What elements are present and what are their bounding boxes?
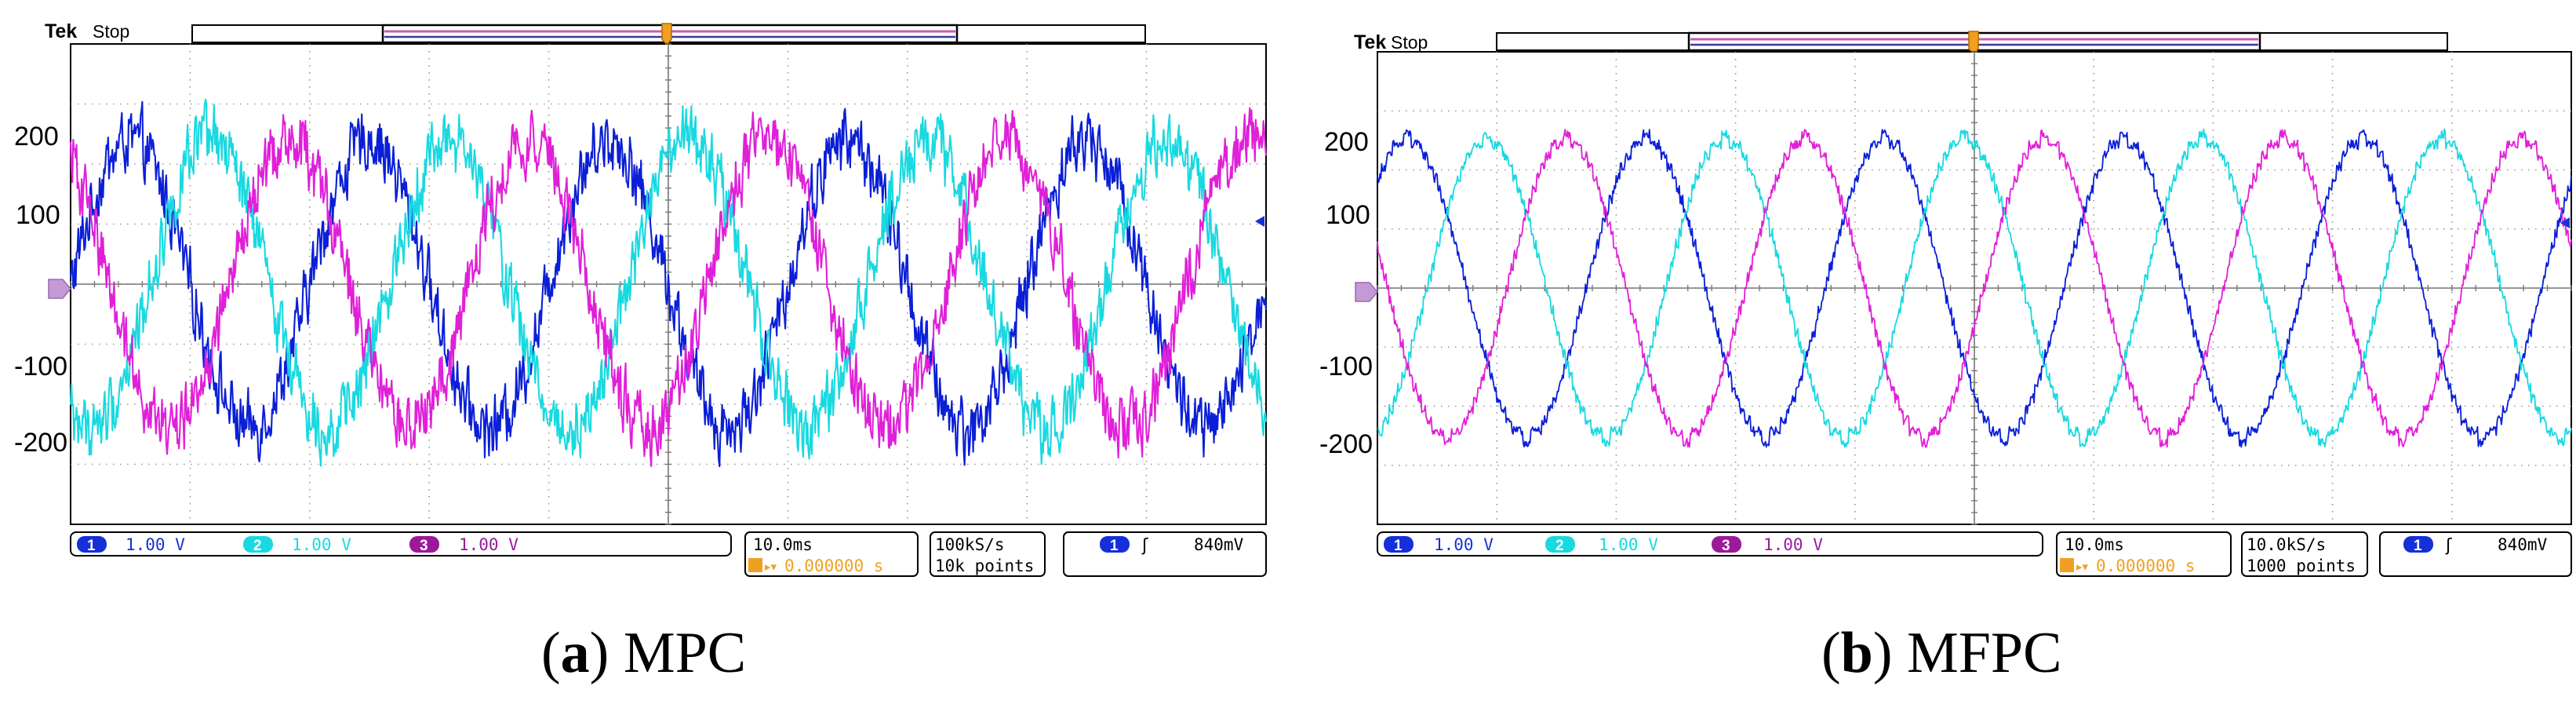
brand-label: Tek [45,20,77,42]
trigger-channel-badge [1100,536,1130,553]
acquisition-box: 100kS/s 10k points [930,531,1046,577]
waveform-display [1355,51,2572,525]
y-tick-label: -200 [1319,429,1373,459]
timebase-value: 10.0ms [2065,535,2124,554]
trigger-position-value: 0.000000 s [2096,557,2195,575]
caption-a: (a) MPC [541,621,747,685]
brand-label: Tek [1354,31,1386,53]
channel-2-scale: 1.00 V [1599,535,1658,554]
y-axis-tick-labels: 200 100 -100 -200 [1319,127,1373,459]
channel-3-scale: 1.00 V [1763,535,1823,554]
channel-3-scale: 1.00 V [459,535,518,554]
sample-rate: 10.0kS/s [2247,535,2326,554]
timebase-box: 10.0ms ▸▾ 0.000000 s [2056,531,2232,577]
channel-1-badge [1384,536,1414,553]
channel-2-badge [243,536,273,553]
waveform-channel-1 [1377,129,2572,448]
record-length: 1000 points [2247,557,2356,575]
record-overview-bar [191,23,1146,46]
y-axis-tick-labels: 200 100 -100 -200 [14,122,67,458]
trigger-level-marker [1255,216,1264,227]
y-tick-label: 200 [1324,127,1369,157]
caption-text: MPC [623,621,747,685]
waveform-channel-2 [1377,128,2572,448]
waveform-channel-2 [69,98,1268,467]
y-tick-label: 100 [1326,200,1370,230]
channel-2-badge [1545,536,1575,553]
y-tick-label: 200 [14,122,59,151]
trigger-channel-badge [2403,536,2433,553]
channel-scale-box: 1 1.00 V 2 1.00 V 3 1.00 V [70,531,732,557]
trigger-channel-number: 1 [1110,538,1119,554]
y-tick-label: -200 [14,428,67,458]
channel-2-number: 2 [253,538,262,554]
y-tick-label: -100 [1319,352,1373,381]
trigger-box: 1 ʃ 840mV [2379,531,2572,577]
timebase-value: 10.0ms [753,535,813,554]
status-label: Stop [93,21,129,42]
trigger-level: 840mV [1194,535,1244,554]
channel-2-number: 2 [1555,538,1564,554]
ground-reference-marker [1355,282,1378,302]
waveform-channel-3 [69,107,1268,468]
trigger-position-value: 0.000000 s [784,557,883,575]
record-overview-bar [1496,31,2448,57]
y-tick-label: -100 [14,352,67,381]
trigger-position-icon [2060,558,2074,572]
channel-2-scale: 1.00 V [292,535,351,554]
trigger-level-marker [2560,217,2570,228]
channel-3-badge [409,536,439,553]
acquisition-box: 10.0kS/s 1000 points [2241,531,2368,577]
waveform-channel-1 [69,100,1268,468]
trigger-channel-number: 1 [2414,538,2422,554]
ground-reference-marker [48,279,71,299]
channel-3-number: 3 [420,538,428,554]
channel-1-badge [77,536,107,553]
trigger-arrow-icon: ▸▾ [2076,560,2089,574]
timebase-box: 10.0ms ▸▾ 0.000000 s [744,531,919,577]
caption-label: a [560,621,590,685]
channel-scale-box: 1 1.00 V 2 1.00 V 3 1.00 V [1377,531,2043,557]
status-label: Stop [1391,32,1428,53]
channel-3-number: 3 [1722,538,1730,554]
channel-3-badge [1712,536,1741,553]
oscilloscope-panel-a: Tek Stop 200 100 -100 -200 1 1.00 V 2 1.… [14,20,1268,577]
rising-edge-icon: ʃ [1141,536,1148,556]
caption-text: MFPC [1906,621,2062,685]
oscilloscope-panel-b: Tek Stop 200 100 -100 -200 1 1.00 V 2 1.… [1319,31,2572,577]
waveform-display [48,43,1268,525]
caption-b: (b) MFPC [1821,621,2062,685]
trigger-box: 1 ʃ 840mV [1063,531,1267,577]
trigger-arrow-icon: ▸▾ [765,560,777,574]
trigger-position-icon [748,558,762,572]
record-length: 10k points [935,557,1034,575]
trigger-level: 840mV [2498,535,2548,554]
waveform-channel-3 [1377,129,2572,448]
y-tick-label: 100 [16,200,60,230]
channel-1-number: 1 [1394,538,1403,554]
channel-1-scale: 1.00 V [126,535,185,554]
channel-1-scale: 1.00 V [1434,535,1494,554]
caption-label: b [1840,621,1873,685]
rising-edge-icon: ʃ [2445,536,2452,556]
sample-rate: 100kS/s [935,535,1005,554]
channel-1-number: 1 [87,538,96,554]
